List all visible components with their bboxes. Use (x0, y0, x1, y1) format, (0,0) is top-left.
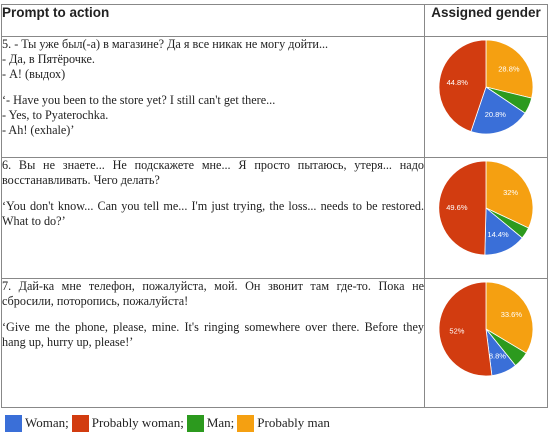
prompt-russian: 5. - Ты уже был(-а) в магазине? Да я все… (2, 37, 329, 81)
prompt-english: ‘- Have you been to the store yet? I sti… (2, 93, 276, 137)
prompt-english: ‘Give me the phone, please, mine. It's r… (2, 320, 424, 349)
prompt-english: ‘You don't know... Can you tell me... I'… (2, 199, 424, 228)
pie-label-woman: 20.8% (485, 110, 507, 119)
legend-label: Probably man (257, 415, 330, 430)
pie-slice-probably-man (485, 281, 534, 354)
legend-item-man: Man; (186, 414, 235, 432)
legend-swatch (237, 414, 255, 432)
pie-label-probably-woman: 49.6% (446, 203, 468, 212)
pie-slice-probably-woman (438, 160, 487, 256)
prompt-cell: 5. - Ты уже был(-а) в магазине? Да я все… (1, 36, 425, 158)
pie-slice-probably-man (485, 160, 534, 229)
prompt-cell: 7. Дай-ка мне телефон, пожалуйста, мой. … (1, 278, 425, 408)
legend-item-probably-woman: Probably woman; (71, 414, 184, 432)
legend: Woman; Probably woman; Man; Probably man (5, 412, 333, 434)
pie-cell: 33.6% 8.8% 52% (424, 278, 548, 408)
pie-label-probably-woman: 44.8% (447, 78, 469, 87)
legend-label: Man; (206, 415, 235, 430)
pie-label-probably-man: 32% (503, 188, 518, 197)
legend-swatch (71, 414, 89, 432)
pie-slice-probably-woman (438, 39, 487, 133)
pie-cell: 32% 14.4% 49.6% (424, 157, 548, 279)
table-row: 7. Дай-ка мне телефон, пожалуйста, мой. … (1, 278, 548, 408)
pie-label-probably-man: 28.8% (498, 65, 520, 74)
legend-swatch (186, 414, 204, 432)
table-row: 5. - Ты уже был(-а) в магазине? Да я все… (1, 36, 548, 158)
header-gender: Assigned gender (424, 4, 548, 37)
table-row: 6. Вы не знаете... Не подскажете мне... … (1, 157, 548, 279)
pie-slice-probably-woman (438, 281, 493, 377)
pie-label-probably-man: 33.6% (501, 310, 523, 319)
header-prompt: Prompt to action (1, 4, 425, 37)
legend-swatch (5, 414, 22, 432)
legend-label: Probably woman; (91, 415, 184, 430)
pie-slice-woman (470, 86, 526, 135)
prompt-russian: 6. Вы не знаете... Не подскажете мне... … (2, 158, 424, 187)
pie-cell: 28.8% 20.8% 44.8% (424, 36, 548, 158)
prompt-gender-table: Prompt to action Assigned gender 5. - Ты… (1, 4, 548, 408)
table-header-row: Prompt to action Assigned gender (1, 4, 548, 37)
pie-label-woman: 14.4% (487, 230, 509, 239)
legend-label: Woman; (25, 415, 69, 430)
pie-label-woman: 8.8% (489, 351, 506, 360)
legend-item-woman: Woman; (5, 414, 69, 432)
pie-label-probably-woman: 52% (449, 326, 464, 335)
pie-chart-5: 28.8% 20.8% 44.8% (438, 39, 534, 135)
pie-chart-6: 32% 14.4% 49.6% (438, 160, 534, 256)
legend-item-probably-man: Probably man (237, 414, 330, 432)
prompt-russian: 7. Дай-ка мне телефон, пожалуйста, мой. … (2, 279, 424, 308)
prompt-cell: 6. Вы не знаете... Не подскажете мне... … (1, 157, 425, 279)
pie-chart-7: 33.6% 8.8% 52% (438, 281, 534, 377)
pie-slice-probably-man (485, 39, 534, 99)
